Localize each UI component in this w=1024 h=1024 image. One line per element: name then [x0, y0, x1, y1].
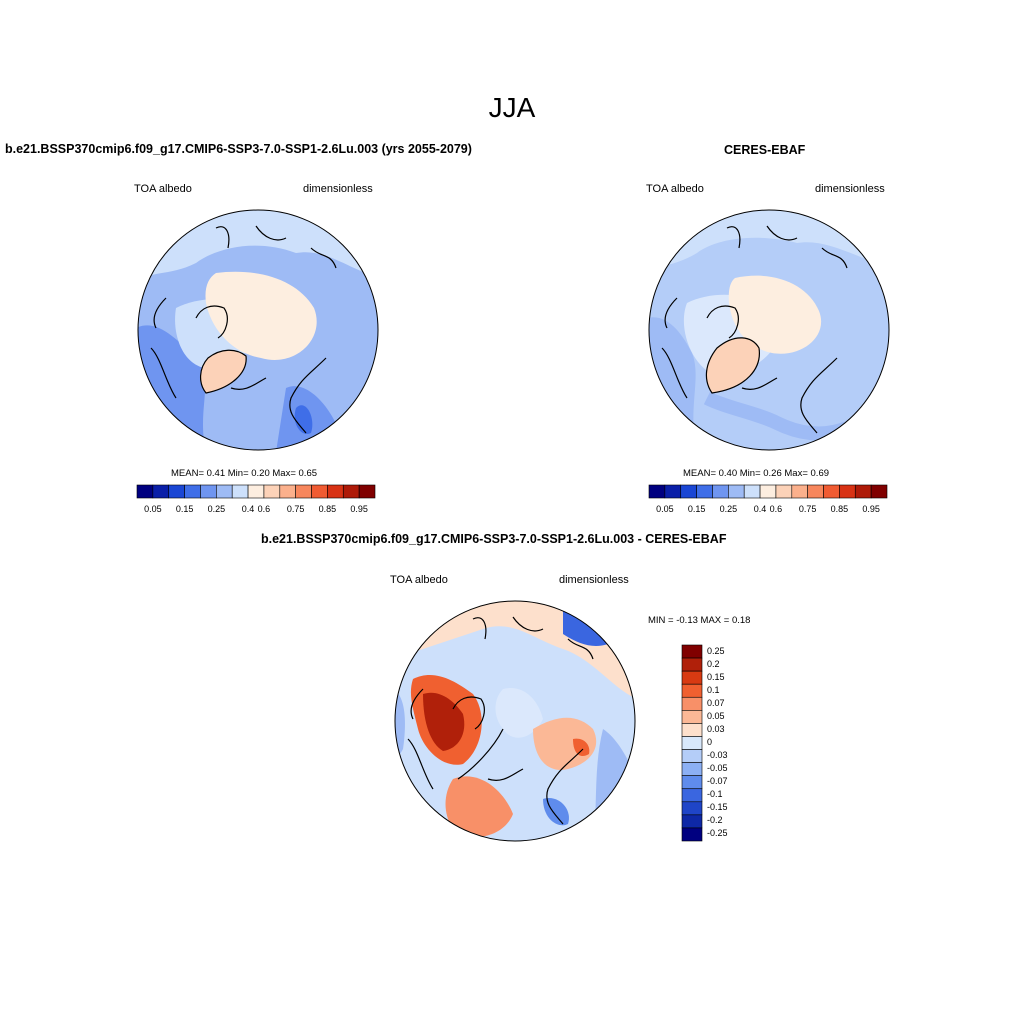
model-colorbar-box	[279, 484, 296, 499]
diff-colorbar-box	[681, 736, 703, 750]
diff-colorbar-ticks: 0.25 0.2 0.15 0.1 0.07 0.05 0.03 0 -0.03 -0.05 -0.…	[707, 645, 747, 841]
diff-colorbar-box	[681, 801, 703, 816]
obs-colorbar-box	[791, 484, 808, 499]
obs-colorbar-box	[759, 484, 777, 499]
model-colorbar-tick-label: 0.75	[286, 504, 305, 514]
diff-colorbar-box	[681, 814, 703, 829]
diff-colorbar-box	[681, 696, 703, 711]
obs-colorbar	[648, 484, 888, 499]
model-colorbar-box	[358, 484, 376, 499]
obs-colorbar-tick-label: 0.75	[798, 504, 817, 514]
diff-colorbar-tick-label: -0.03	[707, 750, 728, 761]
obs-colorbar-box	[823, 484, 840, 499]
model-colorbar-box	[200, 484, 217, 499]
model-colorbar-ticks: 0.05 0.15 0.25 0.4 0.6 0.75 0.85 0.95	[137, 504, 375, 516]
diff-polar-map	[394, 600, 636, 842]
diff-colorbar-tick-label: -0.07	[707, 776, 728, 787]
obs-variable-label: TOA albedo	[646, 183, 704, 195]
model-colorbar-box	[327, 484, 344, 499]
model-colorbar-box	[311, 484, 328, 499]
diff-colorbar-tick-label: 0	[707, 737, 713, 747]
diff-colorbar-tick-label: 0.07	[707, 697, 725, 708]
obs-colorbar-tick-label: 0.15	[687, 504, 706, 514]
model-colorbar-box	[216, 484, 233, 499]
diff-colorbar-box	[681, 683, 703, 698]
obs-colorbar-box	[775, 484, 793, 499]
obs-colorbar-box	[854, 484, 872, 499]
model-colorbar-box	[136, 484, 154, 499]
model-colorbar	[136, 484, 376, 499]
obs-colorbar-tick-label: 0.25	[719, 504, 738, 514]
diff-variable-label: TOA albedo	[390, 574, 448, 586]
diff-colorbar-tick-label: 0.1	[707, 684, 720, 695]
obs-colorbar-box	[839, 484, 856, 499]
diff-colorbar-tick-label: -0.1	[707, 789, 723, 800]
model-colorbar-box	[152, 484, 170, 499]
model-colorbar-tick-label: 0.4	[241, 504, 255, 514]
obs-stats: MEAN= 0.40 Min= 0.26 Max= 0.69	[683, 468, 830, 479]
obs-colorbar-box	[743, 484, 761, 499]
obs-polar-map	[648, 209, 890, 451]
obs-colorbar-box	[648, 484, 666, 499]
diff-colorbar-tick-label: -0.2	[707, 815, 723, 826]
model-colorbar-box	[295, 484, 312, 499]
model-variable-label: TOA albedo	[134, 183, 192, 195]
model-colorbar-box	[168, 484, 185, 499]
diff-colorbar-tick-label: -0.15	[707, 802, 728, 813]
model-colorbar-tick-label: 0.05	[144, 504, 162, 514]
diff-colorbar-tick-label: -0.25	[707, 828, 728, 839]
diff-colorbar-tick-label: 0.2	[707, 658, 720, 669]
model-colorbar-box	[263, 484, 281, 499]
diff-colorbar-box	[681, 670, 703, 685]
model-colorbar-tick-label: 0.95	[350, 504, 368, 514]
obs-colorbar-tick-label: 0.4	[753, 504, 767, 514]
diff-stats: MIN = -0.13 MAX = 0.18	[648, 615, 751, 626]
obs-colorbar-ticks: 0.05 0.15 0.25 0.4 0.6 0.75 0.85 0.95	[649, 504, 887, 516]
diff-colorbar-box	[681, 710, 703, 724]
obs-colorbar-box	[664, 484, 682, 499]
model-colorbar-box	[247, 484, 265, 499]
obs-colorbar-box	[712, 484, 729, 499]
diff-colorbar-tick-label: 0.05	[707, 710, 725, 721]
diff-colorbar-tick-label: 0.03	[707, 723, 725, 734]
model-units-label: dimensionless	[303, 183, 373, 195]
obs-colorbar-tick-label: 0.05	[656, 504, 674, 514]
model-colorbar-box	[184, 484, 201, 499]
main-title: JJA	[488, 92, 536, 123]
obs-units-label: dimensionless	[815, 183, 885, 195]
diff-colorbar-box	[681, 723, 703, 737]
model-colorbar-box	[231, 484, 249, 499]
model-panel-title: b.e21.BSSP370cmip6.f09_g17.CMIP6-SSP3-7.…	[5, 142, 472, 156]
diff-colorbar-box	[681, 657, 703, 672]
obs-colorbar-tick-label: 0.95	[862, 504, 880, 514]
diff-colorbar-box	[681, 775, 703, 790]
obs-colorbar-box	[696, 484, 713, 499]
obs-colorbar-box	[870, 484, 888, 499]
obs-colorbar-tick-label: 0.6	[769, 504, 783, 514]
diff-colorbar-box	[681, 788, 703, 803]
obs-colorbar-tick-label: 0.85	[830, 504, 849, 514]
model-stats: MEAN= 0.41 Min= 0.20 Max= 0.65	[171, 468, 318, 479]
model-colorbar-tick-label: 0.15	[175, 504, 194, 514]
diff-colorbar-tick-label: -0.05	[707, 763, 728, 774]
model-colorbar-tick-label: 0.6	[257, 504, 271, 514]
model-colorbar-tick-label: 0.85	[318, 504, 337, 514]
diff-colorbar-box	[681, 644, 703, 659]
diff-colorbar-box	[681, 749, 703, 763]
diff-colorbar-tick-label: 0.15	[707, 671, 725, 682]
diff-colorbar	[681, 644, 703, 842]
model-polar-map	[137, 209, 379, 451]
obs-colorbar-box	[680, 484, 697, 499]
diff-colorbar-box	[681, 762, 703, 776]
diff-colorbar-tick-label: 0.25	[707, 645, 725, 656]
model-colorbar-tick-label: 0.25	[207, 504, 226, 514]
diff-panel-title: b.e21.BSSP370cmip6.f09_g17.CMIP6-SSP3-7.…	[261, 532, 727, 546]
obs-colorbar-box	[807, 484, 824, 499]
diff-colorbar-box	[681, 827, 703, 842]
obs-panel-title: CERES-EBAF	[724, 143, 806, 157]
model-colorbar-box	[342, 484, 360, 499]
obs-colorbar-box	[728, 484, 745, 499]
diff-units-label: dimensionless	[559, 574, 629, 586]
